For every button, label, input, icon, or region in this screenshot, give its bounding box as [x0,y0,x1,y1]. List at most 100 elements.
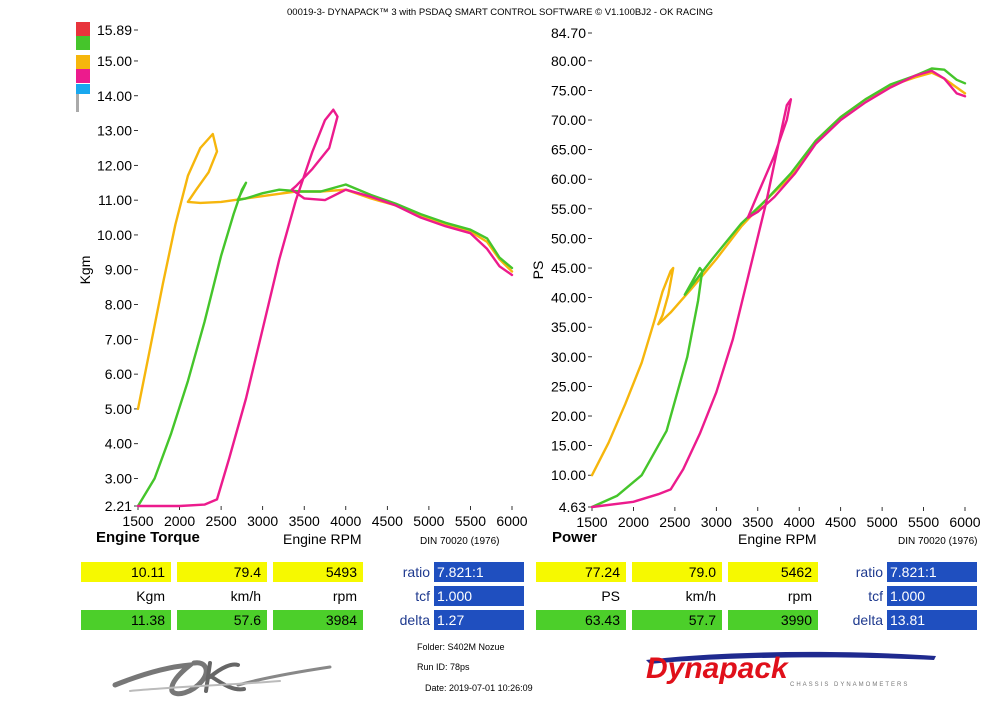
run-id-label: Run ID: [417,662,448,672]
run-id-row: Run ID: 78ps [417,662,470,672]
power-y-tick-label: 4.63 [559,499,586,515]
power-y-tick-label: 70.00 [551,112,586,128]
power-y-tick-label: 84.70 [551,25,586,41]
folder-value: S402M Nozue [447,642,505,652]
power-second-rpm: 3990 [728,610,818,630]
power-y-tick-label: 55.00 [551,201,586,217]
power-ylabel: PS [530,261,546,280]
power-x-tick-label: 2000 [618,514,649,530]
torque-x-tick-label: 6000 [496,513,527,529]
ratio-label: ratio [402,564,430,580]
torque-x-tick-label: 5000 [413,513,444,529]
torque-y-tick-label: 3.00 [105,471,132,487]
rpm-unit: rpm [273,586,363,606]
power-y-tick-label: 15.00 [551,438,586,454]
torque-x-tick-label: 3000 [247,513,278,529]
date-value: 2019-07-01 10:26:09 [449,683,533,693]
power-max-value: 77.24 [536,562,626,582]
header-title: 00019-3- DYNAPACK™ 3 with PSDAQ SMART CO… [287,7,713,18]
power-y-tick-label: 20.00 [551,408,586,424]
power-second-value: 63.43 [536,610,626,630]
torque-second-value: 11.38 [81,610,171,630]
torque-x-tick-label: 2000 [164,513,195,529]
power-y-tick-label: 60.00 [551,171,586,187]
power-y-tick-label: 50.00 [551,230,586,246]
power-din-label: DIN 70020 (1976) [898,536,978,547]
torque-chart-title: Engine Torque [96,529,200,546]
dyno-charts: 2.21 3.00 4.00 5.00 6.00 7.00 8.00 9.00 10.00 11.… [77,22,981,530]
power-y-tick-label: 65.00 [551,142,586,158]
power-ratio-label: ratio [855,564,883,580]
power-x-tick-label: 2500 [659,514,690,530]
torque-y-tick-label: 2.21 [105,498,132,514]
power-x-tick-label: 1500 [576,514,607,530]
torque-x-tick-label: 4000 [330,513,361,529]
torque-x-tick-label: 1500 [122,513,153,529]
torque-second-speed: 57.6 [177,610,267,630]
torque-xlabel: Engine RPM [283,531,362,547]
power-y-tick-label: 75.00 [551,82,586,98]
legend-swatch-green [76,36,90,50]
power-y-tick-label: 35.00 [551,319,586,335]
legend-swatch-blue [76,84,90,94]
power-tcf-label: tcf [868,588,883,604]
tcf-value: 1.000 [434,586,524,606]
torque-y-tick-label: 10.00 [97,227,132,243]
power-x-tick-label: 3500 [742,514,773,530]
torque-max-value: 10.11 [81,562,171,582]
power-x-tick-label: 4500 [825,514,856,530]
power-second-speed: 57.7 [632,610,722,630]
torque-y-tick-label: 15.00 [97,53,132,69]
power-unit: PS [536,586,626,606]
power-y-tick-label: 30.00 [551,349,586,365]
torque-y-tick-label: 12.00 [97,157,132,173]
power-max-rpm: 5462 [728,562,818,582]
power-series-line-1 [590,67,967,509]
power-x-tick-label: 5000 [867,514,898,530]
dynapack-logo: Dynapack CHASSIS DYNAMOMETERS [646,651,936,688]
power-x-tick-label: 4000 [784,514,815,530]
power-series-line-0 [590,71,967,477]
torque-y-tick-label: 11.00 [98,192,132,208]
dynapack-logo-text: Dynapack [646,652,789,685]
torque-series-line-2 [136,108,514,508]
torque-x-tick-label: 3500 [289,513,320,529]
ratio-value: 7.821:1 [434,562,524,582]
torque-max-rpm: 5493 [273,562,363,582]
torque-y-tick-label: 4.00 [105,436,132,452]
power-delta-value: 13.81 [887,610,977,630]
torque-y-tick-label: 13.00 [97,123,132,139]
run-id-value: 78ps [450,662,470,672]
torque-series-line-1 [136,181,514,508]
torque-y-tick-label: 14.00 [97,88,132,104]
tcf-label: tcf [415,588,430,604]
torque-y-tick-label: 9.00 [105,262,132,278]
torque-unit: Kgm [81,586,171,606]
speed-unit: km/h [177,586,267,606]
legend-swatch-orange [76,55,90,69]
torque-y-tick-label: 6.00 [105,366,132,382]
folder-label: Folder: [417,642,446,652]
power-x-tick-label: 5500 [908,514,939,530]
power-x-tick-label: 6000 [949,514,980,530]
torque-second-rpm: 3984 [273,610,363,630]
torque-din-label: DIN 70020 (1976) [420,536,500,547]
power-x-tick-label: 3000 [701,514,732,530]
power-y-tick-label: 10.00 [551,467,586,483]
torque-y-tick-label: 5.00 [105,401,132,417]
dynapack-logo-subtext: CHASSIS DYNAMOMETERS [790,682,909,688]
power-delta-label: delta [852,612,883,628]
power-y-tick-label: 25.00 [551,378,586,394]
power-tcf-value: 1.000 [887,586,977,606]
power-chart-title: Power [552,529,598,546]
legend-swatch-gray [76,94,79,112]
power-series-line-2 [590,69,967,509]
legend-swatch-red [76,22,90,36]
power-max-speed: 79.0 [632,562,722,582]
legend-swatch-magenta [76,69,90,83]
torque-y-tick-label: 15.89 [97,22,132,38]
power-speed-unit: km/h [632,586,722,606]
folder-row: Folder: S402M Nozue [417,642,505,652]
delta-label: delta [399,612,430,628]
torque-y-tick-label: 7.00 [105,331,132,347]
